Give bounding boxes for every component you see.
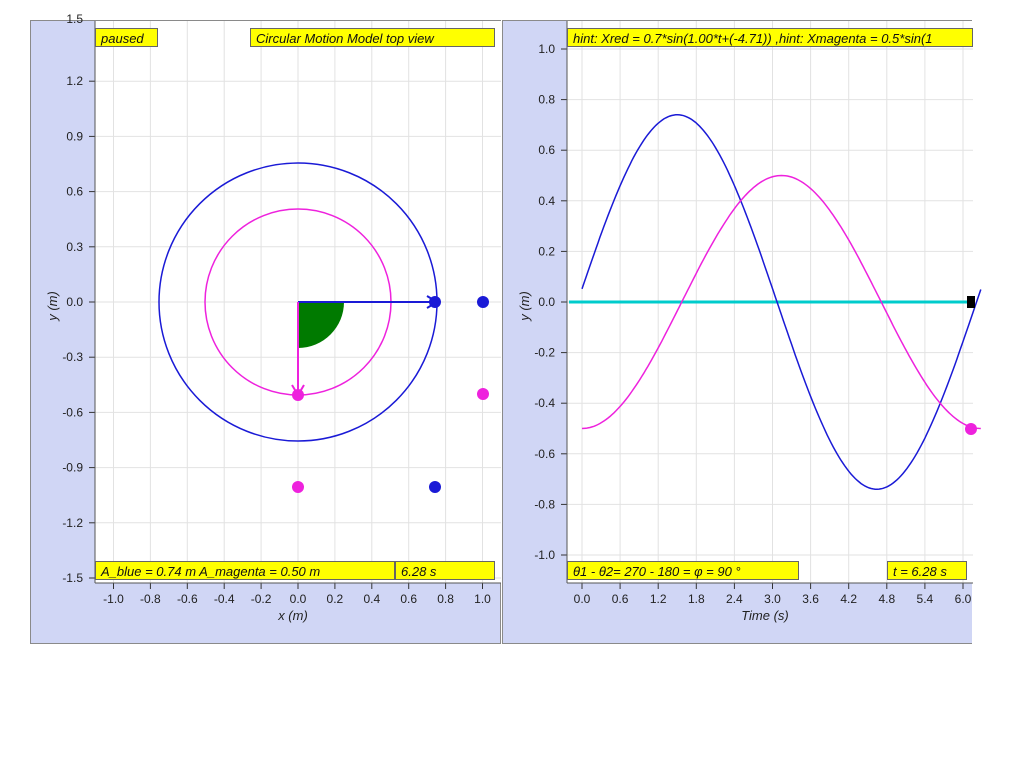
magenta-x-projection-point[interactable]	[292, 481, 304, 493]
y-tick-label: 0.0	[66, 295, 83, 309]
y-tick-label: 0.2	[538, 244, 555, 258]
x-tick-label: 1.8	[688, 592, 705, 606]
x-tick-label: -0.4	[214, 592, 235, 606]
x-tick-label: 2.4	[726, 592, 743, 606]
x-tick-label: 0.0	[290, 592, 307, 606]
y-tick-label: -0.6	[534, 447, 555, 461]
right-time-label: t = 6.28 s	[887, 561, 967, 580]
x-tick-label: 3.6	[802, 592, 819, 606]
circular-motion-plot: -1.0 -0.8 -0.6 -0.4 -0.2 0.0 0.2 0.4 0.6 0.8 1.0 1.…	[45, 12, 501, 623]
phase-angle-sector	[298, 302, 344, 348]
y-tick-label: -0.6	[62, 405, 83, 419]
y-tick-label: -1.2	[62, 516, 83, 530]
graph-y-axis-label: y (m)	[517, 291, 532, 322]
x-tick-label: 5.4	[917, 592, 934, 606]
time-axis-label: Time (s)	[741, 608, 789, 623]
x-tick-label: 0.2	[327, 592, 344, 606]
time-graph-panel: 0.0 0.6 1.2 1.8 2.4 3.0 3.6 4.2 4.8 5.4 6.0 1.0 0.8 0…	[502, 20, 982, 644]
magenta-sine-curve	[581, 174, 981, 430]
x-tick-label: 4.8	[878, 592, 895, 606]
x-tick-label: 0.6	[400, 592, 417, 606]
displacement-time-graph: 0.0 0.6 1.2 1.8 2.4 3.0 3.6 4.2 4.8 5.4 6.0 1.0 0.8 0…	[517, 21, 982, 623]
y-tick-label: -0.2	[534, 346, 555, 360]
y-axis-label: y (m)	[45, 291, 60, 322]
blue-sine-curve	[581, 114, 982, 490]
blue-current-point[interactable]	[967, 296, 975, 308]
x-axis-label: x (m)	[277, 608, 308, 623]
y-tick-label-partial: 1.5	[66, 12, 83, 26]
blue-y-projection-point[interactable]	[477, 296, 489, 308]
x-tick-label: -0.8	[140, 592, 161, 606]
magenta-y-projection-point[interactable]	[477, 388, 489, 400]
x-tick-label: 3.0	[764, 592, 781, 606]
y-tick-label: -1.5	[62, 571, 83, 585]
y-tick-label: 0.6	[538, 143, 555, 157]
y-tick-label: 0.0	[538, 295, 555, 309]
magenta-orbit-point[interactable]	[292, 389, 304, 401]
x-tick-label: 1.2	[650, 592, 667, 606]
x-tick-label: -1.0	[103, 592, 124, 606]
blue-orbit-point[interactable]	[429, 296, 441, 308]
y-tick-label: 1.2	[66, 74, 83, 88]
y-tick-label: -0.3	[62, 350, 83, 364]
y-tick-label: 0.3	[66, 240, 83, 254]
y-tick-label: 0.9	[66, 129, 83, 143]
y-tick-label: 0.6	[66, 185, 83, 199]
y-tick-label: -0.8	[534, 497, 555, 511]
blue-x-projection-point[interactable]	[429, 481, 441, 493]
y-tick-label: 0.8	[538, 93, 555, 107]
x-tick-label: 4.2	[840, 592, 857, 606]
magenta-current-point[interactable]	[965, 423, 977, 435]
x-tick-label: 0.4	[363, 592, 380, 606]
y-tick-label: -1.0	[534, 548, 555, 562]
circular-motion-panel: -1.0 -0.8 -0.6 -0.4 -0.2 0.0 0.2 0.4 0.6 0.8 1.0 1.…	[30, 12, 501, 644]
left-time-label: 6.28 s	[395, 561, 495, 580]
y-tick-label: -0.9	[62, 461, 83, 475]
x-tick-label: 1.0	[474, 592, 491, 606]
x-tick-label: 0.0	[574, 592, 591, 606]
status-label[interactable]: paused	[95, 28, 158, 47]
x-tick-label: -0.2	[251, 592, 272, 606]
x-tick-label: -0.6	[177, 592, 198, 606]
hint-label: hint: Xred = 0.7*sin(1.00*t+(-4.71)) ,hi…	[567, 28, 973, 47]
y-tick-label: 0.4	[538, 194, 555, 208]
y-tick-label: -0.4	[534, 396, 555, 410]
x-tick-label: 6.0	[955, 592, 972, 606]
x-tick-label: 0.6	[612, 592, 629, 606]
model-title-label: Circular Motion Model top view	[250, 28, 495, 47]
x-tick-label: 0.8	[437, 592, 454, 606]
phase-difference-label: θ1 - θ2= 270 - 180 = φ = 90 °	[567, 561, 799, 580]
amplitude-label: A_blue = 0.74 m A_magenta = 0.50 m	[95, 561, 395, 580]
y-tick-label: 1.0	[538, 42, 555, 56]
